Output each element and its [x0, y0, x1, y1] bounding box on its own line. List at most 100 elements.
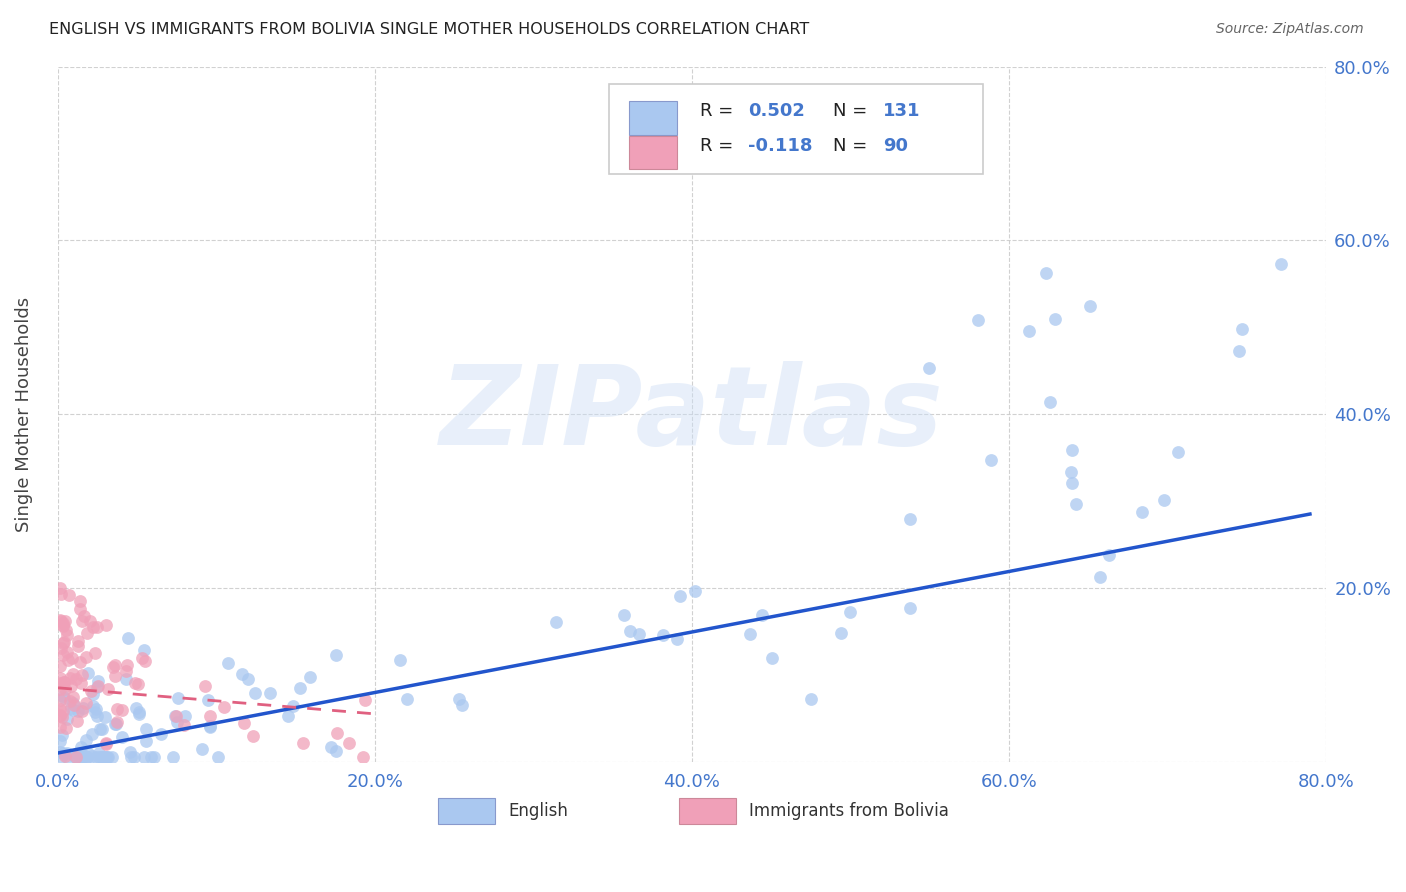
Point: [198, 719, 221, 733]
Point: [48, 682, 70, 697]
Point: [321, 739, 343, 754]
Point: [87, 674, 110, 689]
Point: [70, 704, 93, 718]
Point: [259, 686, 281, 700]
Text: -0.118: -0.118: [748, 137, 813, 155]
Point: [918, 360, 941, 375]
Point: [48, 733, 70, 747]
Point: [52, 615, 75, 630]
Point: [124, 675, 146, 690]
Point: [91, 723, 114, 737]
Point: [59, 701, 82, 715]
Point: [66, 714, 89, 728]
Point: [49, 640, 72, 655]
Point: [738, 627, 761, 641]
Point: [165, 708, 187, 723]
Point: [683, 584, 706, 599]
Point: [276, 708, 298, 723]
Point: [56, 645, 79, 659]
Point: [97, 750, 120, 764]
Point: [62, 696, 84, 710]
Point: [101, 660, 124, 674]
Point: [101, 750, 124, 764]
Point: [1035, 266, 1057, 280]
Point: [48, 709, 70, 723]
Point: [83, 705, 105, 719]
Point: [82, 620, 104, 634]
Point: [82, 698, 104, 713]
Point: [52, 674, 75, 689]
Point: [132, 642, 155, 657]
Point: [62, 667, 84, 681]
Point: [389, 653, 412, 667]
Point: [135, 734, 157, 748]
Point: [281, 699, 304, 714]
FancyBboxPatch shape: [628, 102, 676, 135]
Point: [80, 683, 103, 698]
Point: [59, 671, 82, 685]
Point: [69, 675, 91, 690]
Point: [134, 654, 156, 668]
Point: [117, 632, 139, 646]
Point: [1270, 256, 1292, 270]
Point: [66, 639, 89, 653]
Point: [94, 736, 117, 750]
Text: English: English: [508, 802, 568, 820]
Point: [67, 747, 90, 761]
Point: [166, 714, 188, 729]
Point: [49, 614, 72, 628]
Point: [115, 673, 138, 687]
Point: [51, 710, 73, 724]
Point: [62, 703, 84, 717]
Point: [245, 685, 267, 699]
Point: [56, 653, 79, 667]
Point: [53, 674, 76, 689]
Point: [94, 737, 117, 751]
Point: [337, 736, 360, 750]
Point: [89, 722, 111, 736]
Point: [173, 718, 195, 732]
Point: [69, 656, 91, 670]
Point: [56, 746, 79, 760]
Point: [86, 620, 108, 634]
Point: [166, 691, 188, 706]
Point: [65, 672, 87, 686]
Point: [69, 594, 91, 608]
Point: [63, 750, 86, 764]
Point: [194, 679, 217, 693]
Point: [105, 702, 128, 716]
Point: [86, 708, 108, 723]
Point: [52, 636, 75, 650]
Point: [73, 609, 96, 624]
Point: [90, 750, 112, 764]
Point: [48, 745, 70, 759]
Point: [217, 656, 239, 670]
Point: [120, 745, 142, 759]
Point: [105, 714, 128, 729]
Point: [1227, 343, 1250, 358]
Point: [53, 748, 76, 763]
Point: [163, 709, 186, 723]
Point: [94, 710, 117, 724]
Point: [291, 736, 314, 750]
Point: [651, 628, 673, 642]
Point: [200, 709, 222, 723]
Point: [1090, 570, 1112, 584]
Point: [72, 614, 94, 628]
Point: [128, 707, 150, 722]
Point: [76, 750, 98, 764]
Point: [898, 601, 921, 615]
Point: [751, 607, 773, 622]
Point: [354, 693, 377, 707]
Point: [62, 690, 84, 705]
Point: [197, 692, 219, 706]
Point: [174, 708, 197, 723]
Point: [96, 682, 118, 697]
Point: [666, 632, 689, 647]
Point: [288, 681, 311, 695]
Point: [898, 512, 921, 526]
Text: 131: 131: [883, 103, 921, 120]
Point: [396, 692, 419, 706]
Point: [1230, 322, 1253, 336]
Point: [450, 698, 472, 712]
